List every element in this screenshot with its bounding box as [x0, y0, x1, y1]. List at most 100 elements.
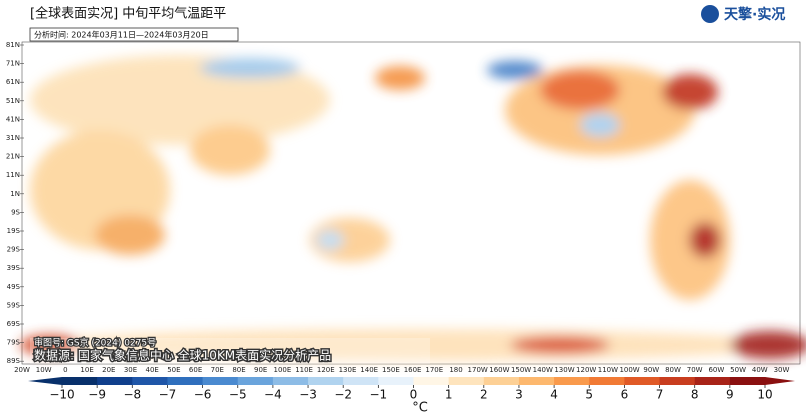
lon-label: 170E [425, 366, 443, 374]
lon-label: 110W [598, 366, 618, 374]
lon-label: 90W [643, 366, 659, 374]
lon-label: 160E [404, 366, 422, 374]
colorbar-label: 10 [757, 388, 772, 402]
colorbar-swatch [413, 377, 450, 385]
colorbar-unit: °C [412, 401, 428, 416]
lon-label: 160W [489, 366, 509, 374]
colorbar-high-end [765, 377, 795, 385]
lon-label: 50W [730, 366, 746, 374]
lon-label: 30W [774, 366, 790, 374]
lon-label: 150W [511, 366, 531, 374]
colorbar-swatch [554, 377, 590, 385]
colorbar-label: 1 [445, 388, 453, 402]
lon-label: 80E [232, 366, 245, 374]
colorbar-swatch [659, 377, 696, 385]
lat-label: 19S [7, 227, 21, 235]
colorbar-swatch [132, 377, 168, 385]
lon-label: 40E [146, 366, 159, 374]
lat-label: 89S [7, 357, 21, 365]
lon-label: 150E [382, 366, 400, 374]
lon-label: 130E [339, 366, 357, 374]
lat-label: 9S [11, 208, 20, 216]
lat-label: 31N [6, 134, 20, 142]
lat-label: 41N [6, 115, 20, 123]
lat-label: 29S [7, 246, 21, 254]
colorbar-swatch [308, 377, 344, 385]
lon-label: 120W [576, 366, 596, 374]
colorbar-label: −2 [334, 388, 352, 402]
colorbar-swatch [448, 377, 485, 385]
colorbar-label: −4 [264, 388, 282, 402]
lat-label: 59S [7, 301, 21, 309]
colorbar-swatch [202, 377, 239, 385]
data-source: 数据源: 国家气象信息中心 全球10KM表面实况分析产品 [34, 348, 331, 363]
lat-label: 61N [6, 78, 20, 86]
colorbar-label: 9 [726, 388, 734, 402]
logo-icon [701, 5, 719, 23]
colorbar-swatch [378, 377, 414, 385]
colorbar-label: 8 [691, 388, 699, 402]
lon-label: 120E [317, 366, 335, 374]
colorbar-label: −6 [194, 388, 212, 402]
colorbar-swatch [729, 377, 766, 385]
colorbar-label: 5 [585, 388, 593, 402]
colorbar-swatch [237, 377, 274, 385]
lon-label: 130W [554, 366, 574, 374]
colorbar-label: 3 [515, 388, 523, 402]
lat-label: 1N [10, 190, 20, 198]
colorbar-swatch [589, 377, 625, 385]
colorbar-label: −8 [123, 388, 141, 402]
colorbar-swatch [272, 377, 309, 385]
lon-label: 70W [687, 366, 703, 374]
colorbar-label: −3 [299, 388, 317, 402]
lat-label: 51N [6, 97, 20, 105]
lat-label: 69S [7, 320, 21, 328]
colorbar-label: 2 [480, 388, 488, 402]
colorbar-low-end [28, 377, 62, 385]
colorbar-label: 4 [550, 388, 558, 402]
colorbar-swatch [97, 377, 133, 385]
lon-label: 110E [295, 366, 313, 374]
period: 分析时间: 2024年03月11日—2024年03月20日 [34, 30, 209, 40]
colorbar-swatch [483, 377, 520, 385]
lat-label: 79S [7, 339, 21, 347]
colorbar-swatch [518, 377, 555, 385]
logo-text: 天擎·实况 [724, 6, 785, 23]
title: [全球表面实况] 中旬平均气温距平 [30, 6, 226, 22]
lon-label: 80W [665, 366, 681, 374]
lon-label: 140W [533, 366, 553, 374]
colorbar-label: 0 [410, 388, 418, 402]
colorbar-label: −5 [229, 388, 247, 402]
lon-label: 50E [167, 366, 180, 374]
lon-label: 90E [254, 366, 267, 374]
lon-label: 170W [468, 366, 488, 374]
lat-label: 21N [6, 153, 20, 161]
colorbar-label: −7 [159, 388, 177, 402]
colorbar-label: −10 [49, 388, 74, 402]
lon-label: 140E [360, 366, 378, 374]
lat-label: 11N [6, 171, 20, 179]
colorbar-swatch [62, 377, 98, 385]
lon-label: 70E [211, 366, 224, 374]
lon-label: 10W [36, 366, 52, 374]
lat-label: 39S [7, 264, 21, 272]
lon-label: 180 [449, 366, 462, 374]
lat-label: 71N [6, 60, 20, 68]
lon-label: 10E [80, 366, 93, 374]
lon-label: 100E [274, 366, 292, 374]
colorbar-swatch [167, 377, 204, 385]
colorbar-label: −1 [369, 388, 387, 402]
anomaly-field [20, 55, 806, 361]
colorbar-label: −9 [88, 388, 106, 402]
lon-label: 20E [102, 366, 115, 374]
lon-label: 20W [14, 366, 30, 374]
lon-label: 40W [752, 366, 768, 374]
map: 审图号: GS京 (2024) 0275号 数据源: 国家气象信息中心 全球10… [20, 41, 806, 365]
lon-label: 100W [619, 366, 639, 374]
lon-label: 60E [189, 366, 202, 374]
lon-label: 0 [63, 366, 67, 374]
period-box [29, 27, 239, 42]
lat-label: 49S [7, 283, 21, 291]
colorbar-swatch [624, 377, 661, 385]
